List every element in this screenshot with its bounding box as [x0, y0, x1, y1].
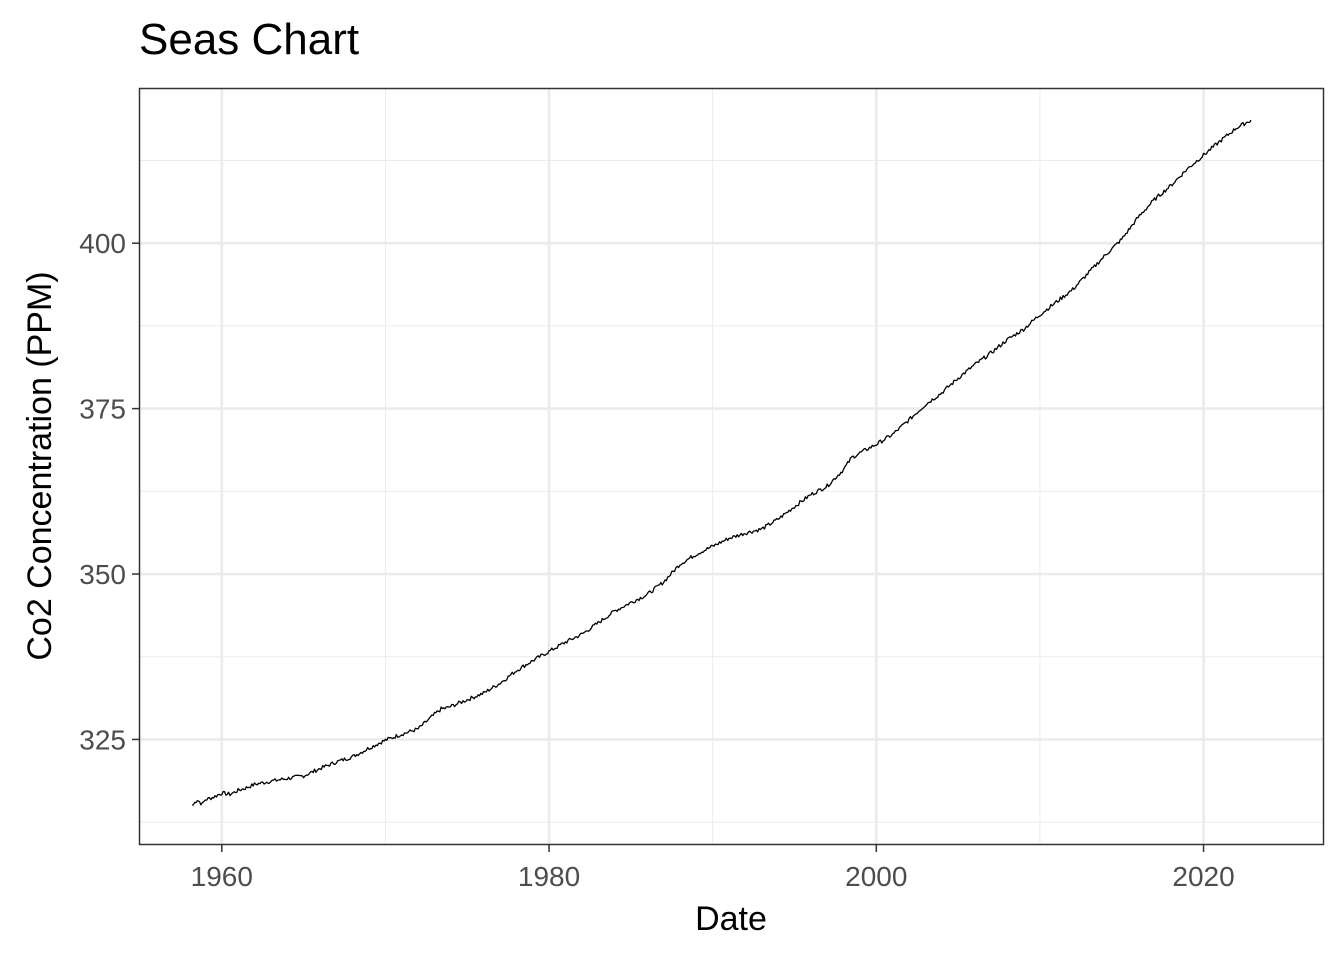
major-gridlines [140, 89, 1323, 844]
x-tick-label: 2000 [845, 861, 907, 892]
x-axis-title: Date [695, 900, 767, 938]
y-axis-title: Co2 Concentration (PPM) [21, 271, 59, 660]
y-axis: 325 350 375 400 [79, 228, 140, 755]
y-tick-label: 375 [79, 394, 126, 425]
plot-panel-border [138, 87, 1325, 846]
x-tick-label: 2020 [1172, 861, 1234, 892]
y-tick-label: 400 [79, 228, 126, 259]
y-tick-label: 350 [79, 559, 126, 590]
co2-series-line [191, 119, 1252, 807]
y-tick-label: 325 [79, 724, 126, 755]
chart-title: Seas Chart [139, 15, 360, 64]
x-tick-label: 1960 [191, 861, 253, 892]
x-tick-label: 1980 [518, 861, 580, 892]
minor-gridlines [140, 89, 1323, 844]
x-axis: 1960 1980 2000 2020 [191, 844, 1235, 892]
